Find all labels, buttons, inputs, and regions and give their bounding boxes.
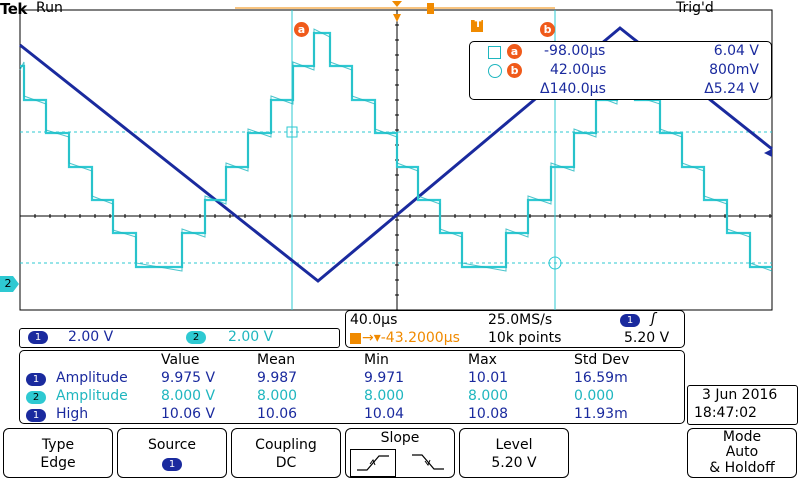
slope-label: Slope <box>380 430 420 446</box>
cursor-a-time: -98.00µs <box>544 43 606 59</box>
row-min: 10.04 <box>364 406 405 422</box>
time-per-division[interactable]: 40.0µs <box>350 312 398 328</box>
cursor-b-value: 800mV <box>709 62 759 78</box>
trigger-point-marker <box>392 1 402 7</box>
row-channel-badge: 2 <box>26 391 46 404</box>
type-value: Edge <box>40 455 76 471</box>
row-max: 10.08 <box>468 406 509 422</box>
datetime-panel: 3 Jun 2016 18:47:02 <box>687 385 798 425</box>
cursor-b-circle-icon <box>488 64 502 78</box>
header-min: Min <box>364 352 389 368</box>
ch2-ground-label: 2 <box>4 277 12 290</box>
trigger-position[interactable]: →▾-43.2000µs <box>362 330 460 346</box>
slope-softkey[interactable]: Slope <box>345 428 455 478</box>
row-name: Amplitude <box>56 370 128 386</box>
row-std-dev: 16.59m <box>574 370 628 386</box>
trigger-status: Trig'd <box>676 0 714 16</box>
row-max: 10.01 <box>468 370 509 386</box>
row-value: 8.000 V <box>161 388 216 404</box>
source-value-badge: 1 <box>162 457 182 471</box>
source-softkey[interactable]: Source 1 <box>117 428 227 478</box>
table-row[interactable]: 1 High 10.06 V 10.06 10.04 10.08 11.93m <box>20 406 684 423</box>
mode-holdoff-softkey[interactable]: Mode Auto & Holdoff <box>687 428 797 478</box>
trigger-time-marker-label: T <box>474 19 482 30</box>
acquisition-status: Run <box>36 0 63 16</box>
cursor-a-value: 6.04 V <box>713 43 759 59</box>
date: 3 Jun 2016 <box>702 387 778 403</box>
cursor-b-time: 42.00µs <box>550 62 607 78</box>
coupling-value: DC <box>275 455 297 471</box>
ch1-scale[interactable]: 2.00 V <box>68 329 114 345</box>
expansion-point-marker <box>427 3 434 14</box>
header-max: Max <box>468 352 497 368</box>
trigger-level[interactable]: 5.20 V <box>624 330 670 346</box>
mode-value: Auto <box>725 444 759 460</box>
trigger-position-icon <box>350 333 361 344</box>
row-value: 10.06 V <box>161 406 216 422</box>
trigger-time-marker <box>471 20 483 32</box>
trigger-level-arrow <box>764 149 772 157</box>
row-mean: 9.987 <box>257 370 298 386</box>
row-channel-badge: 1 <box>26 373 46 386</box>
row-value: 9.975 V <box>161 370 216 386</box>
row-max: 8.000 <box>468 388 509 404</box>
cursor-b-badge: b <box>540 22 555 37</box>
cursor-a-square-icon <box>488 46 501 59</box>
trigger-marker-down <box>393 14 401 22</box>
record-length: 10k points <box>488 330 562 346</box>
channel-scale-bar: 1 2.00 V 2 2.00 V <box>19 328 340 348</box>
ch2-ground-marker <box>0 276 19 292</box>
cursor-b-marker <box>548 256 562 270</box>
timebase-panel: 40.0µs 25.0MS/s →▾-43.2000µs 10k points … <box>345 310 685 348</box>
sample-rate: 25.0MS/s <box>488 312 553 328</box>
rising-slope-option[interactable] <box>350 449 396 477</box>
type-softkey[interactable]: Type Edge <box>3 428 113 478</box>
time: 18:47:02 <box>694 405 757 421</box>
rising-edge-icon <box>357 455 389 471</box>
coupling-softkey[interactable]: Coupling DC <box>231 428 341 478</box>
falling-slope-option[interactable] <box>406 449 450 475</box>
row-std-dev: 0.000 <box>574 388 615 404</box>
row-mean: 10.06 <box>257 406 298 422</box>
ch2-badge[interactable]: 2 <box>186 331 206 344</box>
falling-edge-icon <box>412 454 444 470</box>
header-mean: Mean <box>257 352 296 368</box>
row-std-dev: 11.93m <box>574 406 628 422</box>
row-min: 9.971 <box>364 370 405 386</box>
cursor-b-readout-badge: b <box>507 63 522 78</box>
header-value: Value <box>161 352 200 368</box>
cursor-delta-value: Δ5.24 V <box>704 81 759 97</box>
type-label: Type <box>41 437 75 453</box>
row-mean: 8.000 <box>257 388 298 404</box>
row-name: High <box>56 406 89 422</box>
level-softkey[interactable]: Level 5.20 V <box>459 428 569 478</box>
source-value-wrap: 1 <box>118 456 226 472</box>
holdoff-label: & Holdoff <box>709 460 775 476</box>
trigger-slope-icon: ʃ <box>651 311 656 327</box>
source-label: Source <box>147 437 197 453</box>
cursor-a-badge: a <box>294 22 309 37</box>
row-channel-badge: 1 <box>26 409 46 422</box>
table-row[interactable]: 1 Amplitude 9.975 V 9.987 9.971 10.01 16… <box>20 370 684 388</box>
cursor-a-marker <box>286 126 298 138</box>
cursor-a-readout-badge: a <box>507 44 522 59</box>
ch2-scale[interactable]: 2.00 V <box>228 329 274 345</box>
cursor-delta-time: Δ140.0µs <box>540 81 606 97</box>
brand-logo: Tek <box>0 0 27 18</box>
table-row[interactable]: 2 Amplitude 8.000 V 8.000 8.000 8.000 0.… <box>20 388 684 406</box>
coupling-label: Coupling <box>255 437 317 453</box>
level-label: Level <box>495 437 533 453</box>
level-value: 5.20 V <box>491 455 537 471</box>
row-min: 8.000 <box>364 388 405 404</box>
ch1-badge[interactable]: 1 <box>28 331 48 344</box>
measurements-panel: Value Mean Min Max Std Dev 1 Amplitude 9… <box>19 350 685 424</box>
mode-label: Mode <box>722 429 762 445</box>
row-name: Amplitude <box>56 388 128 404</box>
trigger-source-badge: 1 <box>620 314 640 327</box>
cursor-readout-panel: a -98.00µs 6.04 V b 42.00µs 800mV Δ140.0… <box>469 41 772 100</box>
header-std-dev: Std Dev <box>574 352 630 368</box>
